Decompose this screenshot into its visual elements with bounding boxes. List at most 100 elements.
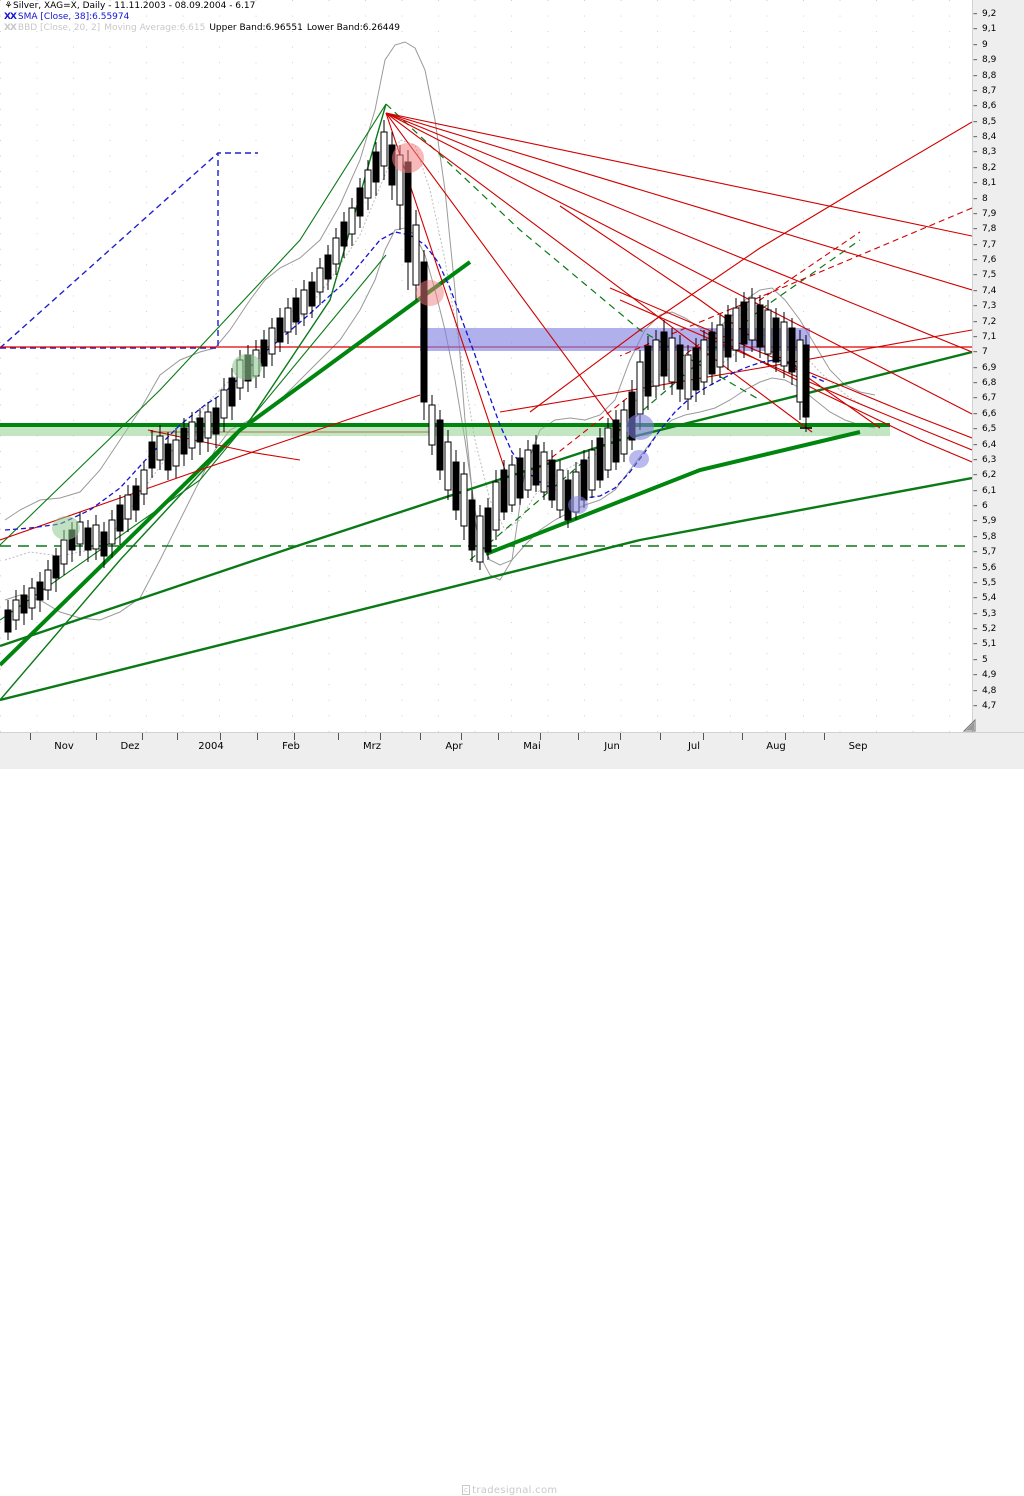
legend-instrument-label: Silver, XAG=X, Daily - 11.11.2003 - 08.0… bbox=[13, 1, 256, 11]
y-axis-tick: –8,8 bbox=[973, 71, 1024, 82]
y-axis-tick: –7,1 bbox=[973, 332, 1024, 343]
y-tick-label: 7,5 bbox=[982, 270, 997, 281]
y-tick-dash-icon: – bbox=[973, 593, 978, 604]
chart-canvas bbox=[0, 0, 972, 732]
x-axis-tick bbox=[785, 733, 786, 740]
x-axis[interactable]: c tradesignal.com Nov Dez 2004 Feb Mrz Apr Mai J… bbox=[0, 732, 1024, 1496]
y-tick-label: 5,9 bbox=[982, 516, 997, 527]
y-tick-label: 6 bbox=[982, 501, 988, 512]
y-tick-dash-icon: – bbox=[973, 439, 978, 450]
y-axis-tick: –6,1 bbox=[973, 486, 1024, 497]
measure-tool-blue[interactable] bbox=[0, 152, 258, 349]
y-tick-label: 6,8 bbox=[982, 378, 997, 389]
y-tick-label: 8,7 bbox=[982, 85, 997, 96]
y-tick-dash-icon: – bbox=[973, 347, 978, 358]
y-axis-tick: –8,5 bbox=[973, 117, 1024, 128]
y-tick-dash-icon: – bbox=[973, 270, 978, 281]
chart-grid bbox=[0, 0, 972, 732]
legend-bbd-row[interactable]: XX BBD [Close, 20, 2] Moving Average:6.615… bbox=[4, 23, 972, 34]
x-axis-tick bbox=[142, 733, 143, 740]
y-tick-dash-icon: – bbox=[973, 116, 978, 127]
x-axis-tick bbox=[380, 733, 381, 740]
y-tick-label: 9,1 bbox=[982, 24, 997, 35]
resize-handle-icon[interactable] bbox=[963, 719, 976, 732]
y-tick-label: 5,2 bbox=[982, 624, 997, 635]
y-tick-label: 5,1 bbox=[982, 639, 997, 650]
watermark: c tradesignal.com bbox=[462, 1485, 557, 1496]
y-tick-label: 8,5 bbox=[982, 116, 997, 127]
y-tick-label: 7,1 bbox=[982, 331, 997, 342]
y-axis-tick: –6,9 bbox=[973, 363, 1024, 374]
y-tick-label: 5,6 bbox=[982, 562, 997, 573]
y-tick-dash-icon: – bbox=[973, 547, 978, 558]
highlight-green-1 bbox=[232, 354, 262, 380]
y-axis-tick: –8,1 bbox=[973, 178, 1024, 189]
y-axis-tick: –8,2 bbox=[973, 163, 1024, 174]
y-axis-tick: –5,2 bbox=[973, 624, 1024, 635]
trendlines-green-channel[interactable] bbox=[0, 350, 972, 702]
y-tick-label: 7,8 bbox=[982, 224, 997, 235]
x-axis-label: 2004 bbox=[198, 741, 224, 752]
y-tick-label: 8,4 bbox=[982, 132, 997, 143]
y-axis-tick: –9,2 bbox=[973, 9, 1024, 20]
y-tick-label: 5,7 bbox=[982, 547, 997, 558]
y-tick-dash-icon: – bbox=[973, 485, 978, 496]
y-axis-tick: –6,6 bbox=[973, 409, 1024, 420]
trendlines-green-thick[interactable] bbox=[0, 260, 900, 700]
x-axis-label: Jun bbox=[604, 741, 620, 752]
y-axis-tick: –8,7 bbox=[973, 86, 1024, 97]
y-axis-tick: –6,4 bbox=[973, 440, 1024, 451]
x-axis-tick bbox=[220, 733, 221, 740]
y-axis-tick: –6,7 bbox=[973, 393, 1024, 404]
y-tick-label: 4,7 bbox=[982, 701, 997, 711]
y-tick-label: 5,8 bbox=[982, 531, 997, 542]
x-axis-tick bbox=[96, 733, 97, 740]
legend-bbd-upper: Upper Band:6.96551 bbox=[209, 23, 303, 33]
candlestick-series bbox=[4, 120, 812, 640]
y-tick-label: 6,7 bbox=[982, 393, 997, 404]
y-axis-tick: –5,7 bbox=[973, 547, 1024, 558]
y-tick-dash-icon: – bbox=[973, 239, 978, 250]
copyright-icon: c bbox=[462, 1485, 471, 1495]
y-axis-tick: –8,4 bbox=[973, 132, 1024, 143]
highlight-markers[interactable] bbox=[52, 143, 654, 540]
chart-plot-area[interactable] bbox=[0, 0, 972, 732]
y-axis[interactable]: –9,2–9,1–9–8,9–8,8–8,7–8,6–8,5–8,4–8,3–8… bbox=[972, 0, 1024, 732]
highlight-red-peak bbox=[392, 143, 424, 173]
y-tick-label: 8,8 bbox=[982, 70, 997, 81]
y-tick-label: 9 bbox=[982, 39, 988, 50]
chart-legend: ⚘Silver, XAG=X, Daily - 11.11.2003 - 08.… bbox=[0, 0, 972, 36]
legend-instrument-row[interactable]: ⚘Silver, XAG=X, Daily - 11.11.2003 - 08.… bbox=[4, 1, 972, 12]
y-axis-tick: –5 bbox=[973, 655, 1024, 666]
y-tick-dash-icon: – bbox=[973, 178, 978, 189]
y-axis-tick: –6,2 bbox=[973, 470, 1024, 481]
y-tick-dash-icon: – bbox=[973, 408, 978, 419]
x-axis-label: Mrz bbox=[363, 741, 381, 752]
y-tick-dash-icon: – bbox=[973, 285, 978, 296]
x-axis-label: Sep bbox=[848, 741, 868, 752]
y-tick-dash-icon: – bbox=[973, 316, 978, 327]
y-axis-tick: –7,6 bbox=[973, 255, 1024, 266]
y-tick-label: 6,1 bbox=[982, 485, 997, 496]
x-axis-tick bbox=[578, 733, 579, 740]
y-axis-tick: –6 bbox=[973, 501, 1024, 512]
y-axis-tick: –5,5 bbox=[973, 578, 1024, 589]
y-axis-tick: –5,1 bbox=[973, 639, 1024, 650]
x-axis-tick bbox=[540, 733, 541, 740]
y-tick-dash-icon: – bbox=[973, 685, 978, 696]
highlight-blue-1 bbox=[626, 414, 654, 440]
y-tick-label: 8,6 bbox=[982, 101, 997, 112]
legend-bbd-lower: Lower Band:6.26449 bbox=[306, 23, 400, 33]
y-axis-tick: –7 bbox=[973, 347, 1024, 358]
legend-sma-row[interactable]: XX SMA [Close, 38]:6.55974 bbox=[4, 12, 972, 23]
y-tick-label: 9,2 bbox=[982, 9, 997, 19]
x-axis-label: Aug bbox=[766, 741, 786, 752]
y-axis-tick: –4,9 bbox=[973, 670, 1024, 681]
y-tick-dash-icon: – bbox=[973, 501, 978, 512]
x-axis-label: Mai bbox=[523, 741, 541, 752]
y-tick-dash-icon: – bbox=[973, 701, 978, 711]
y-tick-dash-icon: – bbox=[973, 577, 978, 588]
y-tick-dash-icon: – bbox=[973, 378, 978, 389]
y-tick-dash-icon: – bbox=[973, 70, 978, 81]
y-tick-dash-icon: – bbox=[973, 255, 978, 266]
